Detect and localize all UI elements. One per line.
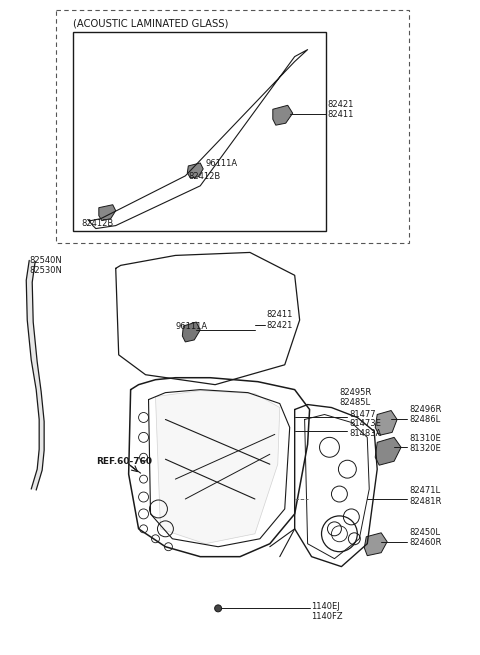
- Text: 81477: 81477: [349, 410, 376, 419]
- Circle shape: [215, 605, 222, 612]
- Text: 82471L
82481R: 82471L 82481R: [409, 486, 442, 506]
- Text: 82411
82421: 82411 82421: [267, 310, 293, 329]
- Polygon shape: [273, 105, 293, 125]
- Polygon shape: [375, 438, 401, 465]
- Text: 81310E
81320E: 81310E 81320E: [409, 434, 441, 453]
- Text: 1140EJ
1140FZ: 1140EJ 1140FZ: [312, 602, 343, 621]
- Polygon shape: [187, 163, 203, 178]
- Polygon shape: [156, 390, 280, 544]
- Text: 82450L
82460R: 82450L 82460R: [409, 528, 442, 548]
- Polygon shape: [182, 322, 200, 342]
- Text: 96111A: 96111A: [205, 159, 237, 168]
- Text: 96111A: 96111A: [175, 322, 207, 331]
- Text: 82496R
82486L: 82496R 82486L: [409, 405, 442, 424]
- Polygon shape: [99, 205, 116, 221]
- Polygon shape: [26, 261, 44, 490]
- Polygon shape: [364, 533, 387, 555]
- Text: 82412B: 82412B: [81, 219, 113, 228]
- Text: 81473E
81483A: 81473E 81483A: [349, 419, 382, 438]
- Text: 82495R
82485L: 82495R 82485L: [339, 388, 372, 407]
- Bar: [73, 31, 326, 231]
- Text: 82421
82411: 82421 82411: [327, 100, 354, 119]
- Text: (ACOUSTIC LAMINATED GLASS): (ACOUSTIC LAMINATED GLASS): [73, 19, 228, 29]
- Text: REF.60-760: REF.60-760: [96, 457, 152, 466]
- Text: 82540N
82530N: 82540N 82530N: [29, 255, 62, 275]
- Polygon shape: [375, 411, 397, 436]
- Bar: [56, 10, 409, 244]
- Text: 82412B: 82412B: [188, 172, 220, 181]
